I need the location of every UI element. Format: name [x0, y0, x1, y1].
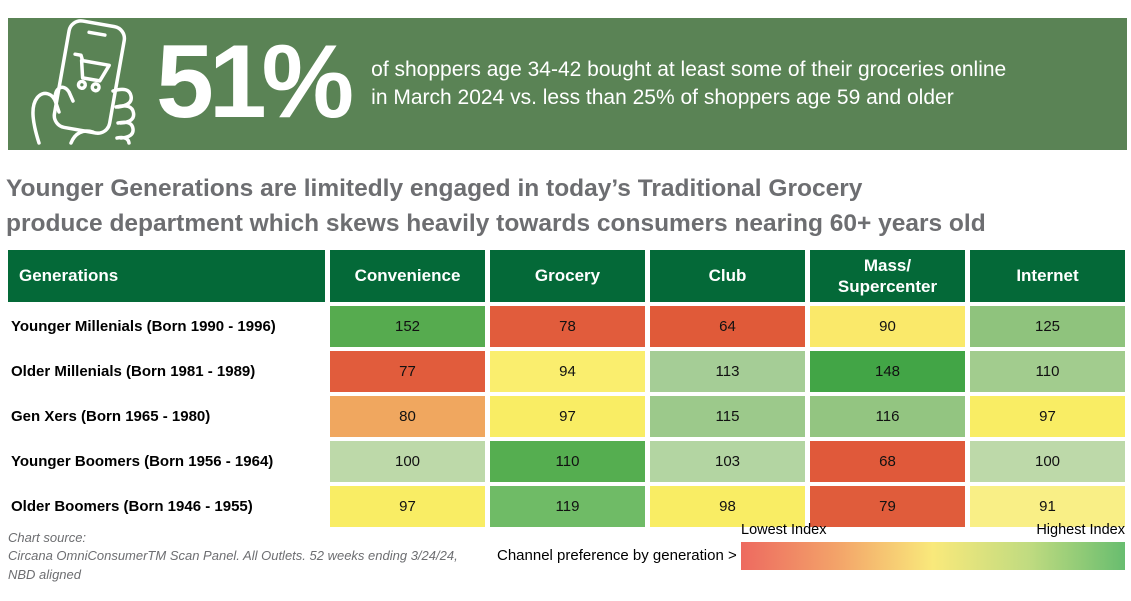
column-header: Convenience: [330, 250, 485, 302]
heatmap-cell: 110: [490, 441, 645, 482]
heatmap-cell: 80: [330, 396, 485, 437]
heatmap-cell: 97: [970, 396, 1125, 437]
page-title: Younger Generations are limitedly engage…: [6, 172, 986, 242]
heatmap-cell: 103: [650, 441, 805, 482]
row-label: Gen Xers (Born 1965 - 1980): [11, 408, 211, 425]
heatmap-cell: 97: [330, 486, 485, 527]
heatmap-cell: 100: [970, 441, 1125, 482]
heatmap-cell: 125: [970, 306, 1125, 347]
page-title-line2: produce department which skews heavily t…: [6, 209, 986, 237]
index-legend: Lowest Index Highest Index: [741, 522, 1125, 570]
heatmap-cell: 64: [650, 306, 805, 347]
row-label: Older Millenials (Born 1981 - 1989): [11, 363, 256, 380]
column-header: Grocery: [490, 250, 645, 302]
heatmap-cell: 98: [650, 486, 805, 527]
heatmap-cell: 152: [330, 306, 485, 347]
heatmap-cell: 91: [970, 486, 1125, 527]
heatmap-cell: 116: [810, 396, 965, 437]
stat-value: 51%: [156, 24, 354, 140]
page-title-line1: Younger Generations are limitedly engage…: [6, 175, 863, 202]
heatmap-cell: 119: [490, 486, 645, 527]
heatmap-cell: 77: [330, 351, 485, 392]
column-header: Club: [650, 250, 805, 302]
chart-source-line3: NBD aligned: [8, 566, 81, 582]
stat-description-line2: in March 2024 vs. less than 25% of shopp…: [371, 86, 954, 109]
heatmap-table: Generations Convenience Grocery Club Mass/ S…: [8, 250, 1125, 527]
chart-source-line2: Circana OmniConsumerTM Scan Panel. All O…: [8, 548, 458, 564]
heatmap-cell: 113: [650, 351, 805, 392]
heatmap-cell: 115: [650, 396, 805, 437]
column-header: Internet: [970, 250, 1125, 302]
row-label: Younger Boomers (Born 1956 - 1964): [11, 453, 274, 470]
legend-gradient-bar: [741, 542, 1125, 570]
heatmap-cell: 68: [810, 441, 965, 482]
heatmap-cell: 78: [490, 306, 645, 347]
column-header: Generations: [8, 250, 325, 302]
chart-source-note: Chart source: Circana OmniConsumerTM Sca…: [8, 529, 458, 584]
stat-description: of shoppers age 34-42 bought at least so…: [371, 56, 1006, 111]
info-banner: 51% of shoppers age 34-42 bought at leas…: [8, 18, 1127, 150]
chart-source-line1: Chart source:: [8, 530, 87, 545]
heatmap-cell: 100: [330, 441, 485, 482]
heatmap-cell: 94: [490, 351, 645, 392]
heatmap-cell: 79: [810, 486, 965, 527]
heatmap-cell: 90: [810, 306, 965, 347]
legend-high-label: Highest Index: [1036, 522, 1125, 538]
legend-labels: Lowest Index Highest Index: [741, 522, 1125, 538]
row-label: Younger Millenials (Born 1990 - 1996): [11, 318, 276, 335]
stat-description-line1: of shoppers age 34-42 bought at least so…: [371, 58, 1007, 82]
legend-low-label: Lowest Index: [741, 522, 827, 538]
row-label: Older Boomers (Born 1946 - 1955): [11, 498, 253, 515]
heatmap-cell: 110: [970, 351, 1125, 392]
heatmap-cell: 148: [810, 351, 965, 392]
heatmap-cell: 97: [490, 396, 645, 437]
legend-caption: Channel preference by generation >: [497, 547, 737, 564]
phone-shopping-cart-icon: [24, 18, 146, 150]
column-header: Mass/ Supercenter: [810, 250, 965, 302]
